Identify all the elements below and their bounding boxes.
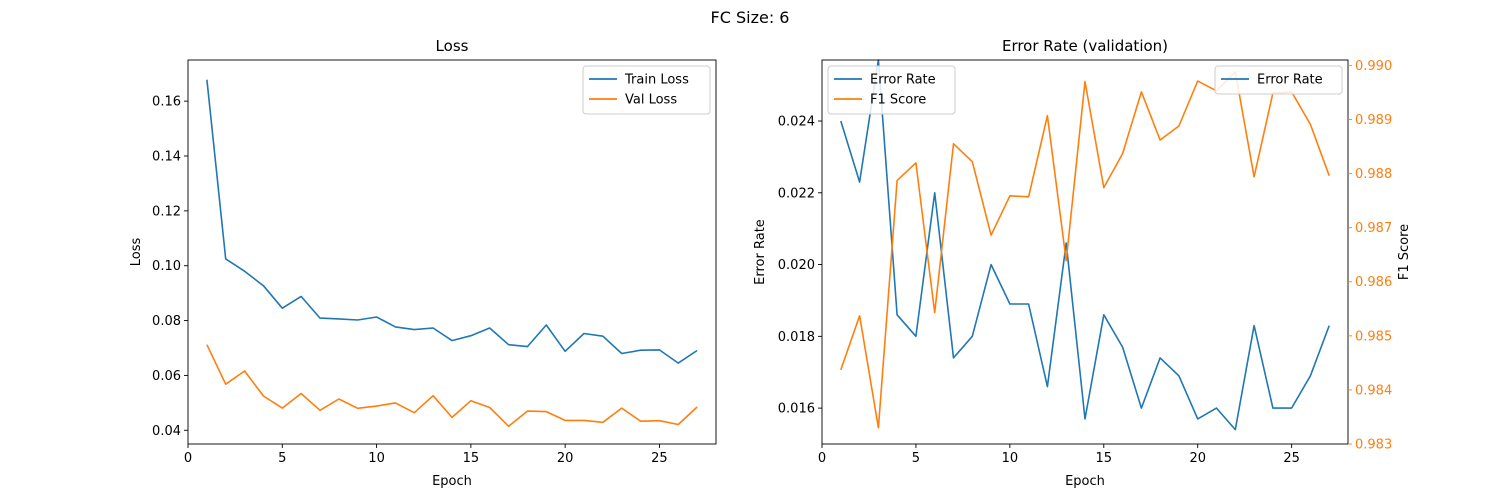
axes-frame [187,59,717,445]
y-tick-label: 0.08 [152,314,181,329]
x-tick-label: 0 [818,451,826,466]
y-tick-label: 0.16 [152,95,181,110]
x-tick-label: 25 [651,451,668,466]
series-line-val-loss [206,344,698,428]
x-tick-label: 20 [557,451,574,466]
legend: Error Rate [1214,65,1343,95]
legend: Error Rate F1 Score [827,65,956,115]
y-tick-label: 0.022 [778,186,815,201]
loss-panel: Loss 0 5 10 15 20 25 0.04 0.06 0.08 0.10 0.12 0.14 0.… [129,37,717,489]
x-axis-label: Epoch [1065,474,1105,489]
y-right-tick-label: 0.983 [1355,438,1392,453]
y-right-tick-label: 0.987 [1355,221,1392,236]
x-tick-label: 15 [1096,451,1113,466]
y-right-tick-label: 0.984 [1355,383,1392,398]
panel-title: Loss [436,37,469,55]
y-axis-label: Error Rate [753,219,768,285]
y-tick-label: 0.06 [152,369,181,384]
y-right-tick-label: 0.988 [1355,167,1392,182]
legend-entry: Error Rate [870,73,936,88]
y-tick-label: 0.016 [778,402,815,417]
y-axis-label: Loss [129,238,144,267]
x-tick-label: 15 [463,451,480,466]
x-tick-label: 25 [1283,451,1300,466]
legend-entry: Train Loss [624,73,689,88]
y-tick-label: 0.12 [152,204,181,219]
y-right-tick-label: 0.986 [1355,275,1392,290]
y-axis-label-right: F1 Score [1397,224,1412,280]
legend-box [1214,65,1343,95]
series-line-error-rate [840,59,1330,431]
legend-entry: Error Rate [1257,73,1323,88]
axes-frame [821,59,1349,445]
x-tick-label: 20 [1189,451,1206,466]
legend-entry: F1 Score [870,93,926,108]
x-tick-label: 0 [184,451,192,466]
y-right-tick-label: 0.990 [1355,59,1392,74]
x-tick-label: 10 [368,451,385,466]
x-tick-label: 10 [1002,451,1019,466]
series-line-train-loss [206,79,698,364]
x-axis-label: Epoch [432,474,472,489]
y-tick-label: 0.14 [152,150,181,165]
legend-box [827,65,956,115]
y-tick-label: 0.024 [778,115,815,130]
y-tick-label: 0.018 [778,330,815,345]
y-tick-label: 0.04 [152,424,181,439]
legend-entry: Val Loss [625,93,677,108]
y-tick-label: 0.020 [778,258,815,273]
y-tick-label: 0.10 [152,259,181,274]
x-tick-label: 5 [278,451,286,466]
error-rate-panel: Error Rate (validation) 0 5 10 15 20 25 0.016 0.… [753,37,1412,489]
legend: Train Loss Val Loss [582,65,711,115]
figure-title: FC Size: 6 [711,8,790,27]
panel-title: Error Rate (validation) [1002,37,1168,55]
x-tick-label: 5 [912,451,920,466]
y-right-tick-label: 0.985 [1355,329,1392,344]
legend-box [582,65,711,115]
y-right-tick-label: 0.989 [1355,113,1392,128]
series-line-f1-score [840,71,1330,429]
